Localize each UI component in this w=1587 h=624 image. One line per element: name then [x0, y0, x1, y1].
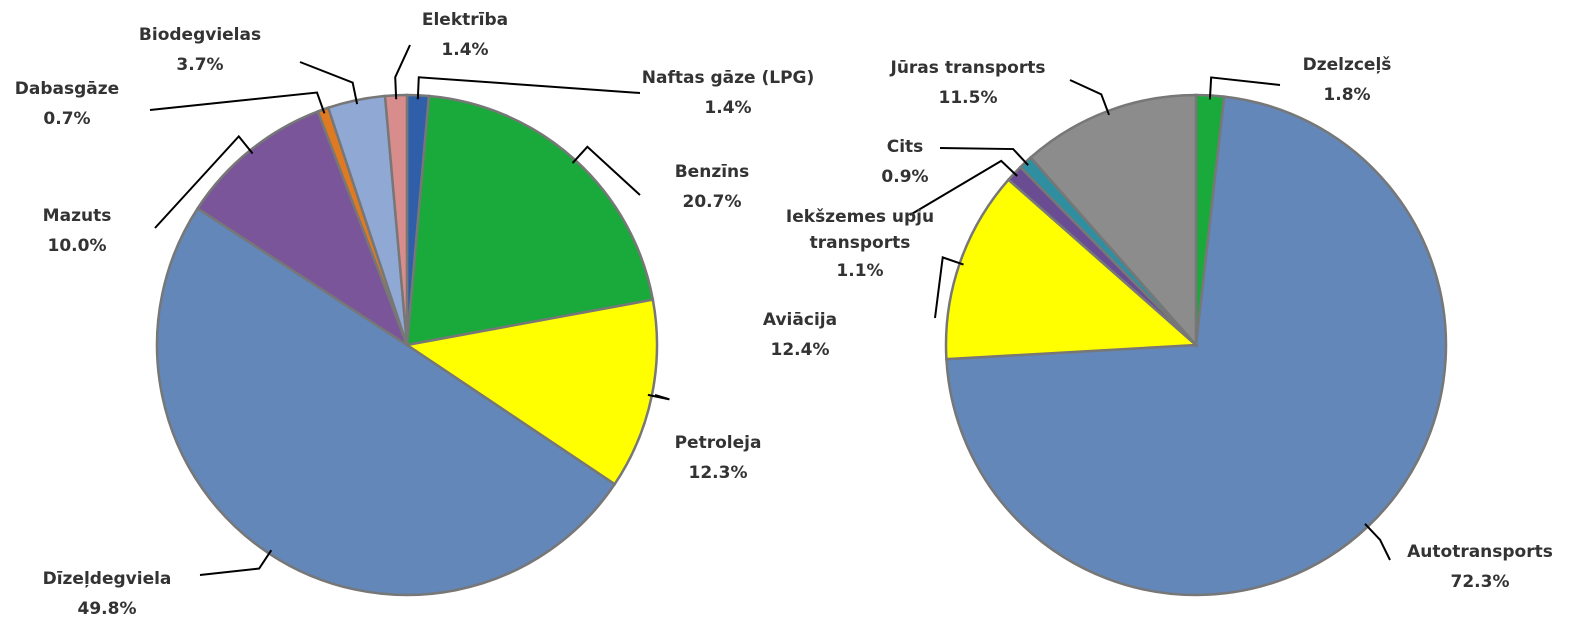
value-label: 72.3%	[1450, 572, 1510, 592]
leader-line	[647, 393, 670, 401]
leader-line	[154, 134, 254, 229]
slice-label: Benzīns 20.7%	[675, 157, 750, 217]
value-label: 12.3%	[688, 463, 748, 483]
category-label: Cits	[886, 137, 924, 157]
category-label: Naftas gāze (LPG)	[641, 68, 815, 88]
slice-label: Mazuts 10.0%	[43, 201, 112, 261]
leader-line	[149, 91, 326, 114]
slice-label: Jūras transports 11.5%	[890, 53, 1045, 113]
value-label: 20.7%	[682, 192, 742, 212]
value-label: 11.5%	[938, 88, 998, 108]
slice-label: Petroleja 12.3%	[675, 428, 762, 488]
leader-line	[1069, 79, 1110, 116]
leader-line	[416, 76, 641, 100]
slice-label: Dīzeļdegviela 49.8%	[43, 564, 172, 624]
value-label: 3.7%	[176, 55, 224, 75]
category-label: Biodegvielas	[138, 25, 262, 45]
category-label: Autotransports	[1407, 542, 1553, 562]
category-label: Iekšzemes upju transports	[785, 207, 935, 253]
slice-label: Biodegvielas 3.7%	[139, 20, 261, 80]
leader-line	[299, 61, 359, 105]
category-label: Aviācija	[762, 310, 838, 330]
slice-label: Dzelzceļš 1.8%	[1303, 50, 1392, 110]
leader-line	[1364, 523, 1391, 561]
value-label: 0.9%	[881, 167, 929, 187]
category-label: Mazuts	[42, 206, 112, 226]
leader-line	[909, 159, 1018, 216]
category-label: Dzelzceļš	[1302, 55, 1392, 75]
category-label: Jūras transports	[890, 58, 1046, 78]
value-label: 0.7%	[43, 109, 91, 129]
category-label: Petroleja	[674, 433, 762, 453]
slice-label: Elektrība 1.4%	[422, 5, 508, 65]
category-label: Elektrība	[421, 10, 509, 30]
slice-label: Dabasgāze 0.7%	[15, 74, 119, 134]
value-label: 10.0%	[47, 236, 107, 256]
category-label: Dīzeļdegviela	[42, 569, 172, 589]
slice-label: Aviācija 12.4%	[763, 305, 837, 365]
value-label: 1.8%	[1323, 85, 1371, 105]
category-label: Dabasgāze	[14, 79, 120, 99]
value-label: 1.4%	[441, 40, 489, 60]
leader-line	[571, 145, 641, 196]
slice-label: Cits 0.9%	[881, 132, 928, 192]
leader-line	[1208, 76, 1281, 100]
leader-line	[199, 549, 273, 576]
slice-label: Autotransports 72.3%	[1407, 537, 1553, 597]
slice-label: Naftas gāze (LPG) 1.4%	[642, 63, 815, 123]
value-label: 12.4%	[770, 340, 830, 360]
value-label: 1.4%	[704, 98, 752, 118]
leader-line	[394, 44, 411, 100]
category-label: Benzīns	[674, 162, 750, 182]
value-label: 49.8%	[77, 599, 137, 619]
leader-line	[934, 256, 964, 319]
slice-label: Iekšzemes upju transports 1.1%	[775, 204, 945, 286]
value-label: 1.1%	[836, 261, 884, 281]
leader-line	[939, 147, 1029, 166]
